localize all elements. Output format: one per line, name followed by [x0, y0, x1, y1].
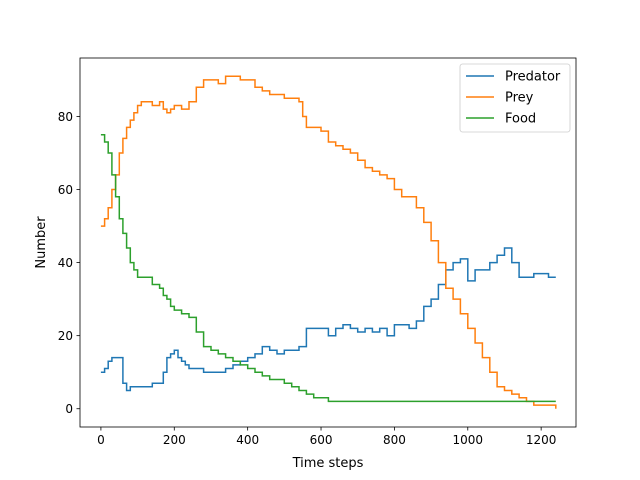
x-tick-label: 0	[97, 433, 105, 447]
series-line-food	[100, 133, 556, 403]
y-tick-label: 80	[58, 110, 73, 124]
series-line-prey	[100, 75, 557, 409]
x-tick-label: 1200	[526, 433, 557, 447]
plot-frame	[79, 57, 577, 428]
legend-label-predator: Predator	[505, 70, 561, 85]
x-tick-label: 200	[163, 433, 186, 447]
x-tick-label: 400	[236, 433, 259, 447]
y-tick-label: 0	[65, 402, 73, 416]
x-axis-label: Time steps	[292, 456, 364, 471]
x-tick-label: 1000	[453, 433, 484, 447]
series-line-predator	[100, 247, 556, 392]
y-tick-label: 60	[58, 183, 73, 197]
x-axis: 0 200 400 600 800 1000 1200	[97, 427, 556, 447]
legend-box	[459, 63, 571, 133]
legend-label-food: Food	[505, 112, 536, 127]
y-tick-label: 40	[58, 256, 73, 270]
legend: Predator Prey Food	[459, 63, 571, 133]
legend-label-prey: Prey	[505, 91, 534, 106]
x-tick-label: 800	[383, 433, 406, 447]
x-tick-label: 600	[310, 433, 333, 447]
series-layer	[100, 75, 557, 409]
y-axis: 0 20 40 60 80	[58, 110, 80, 416]
y-axis-label: Number	[34, 216, 49, 269]
y-tick-label: 20	[58, 329, 73, 343]
